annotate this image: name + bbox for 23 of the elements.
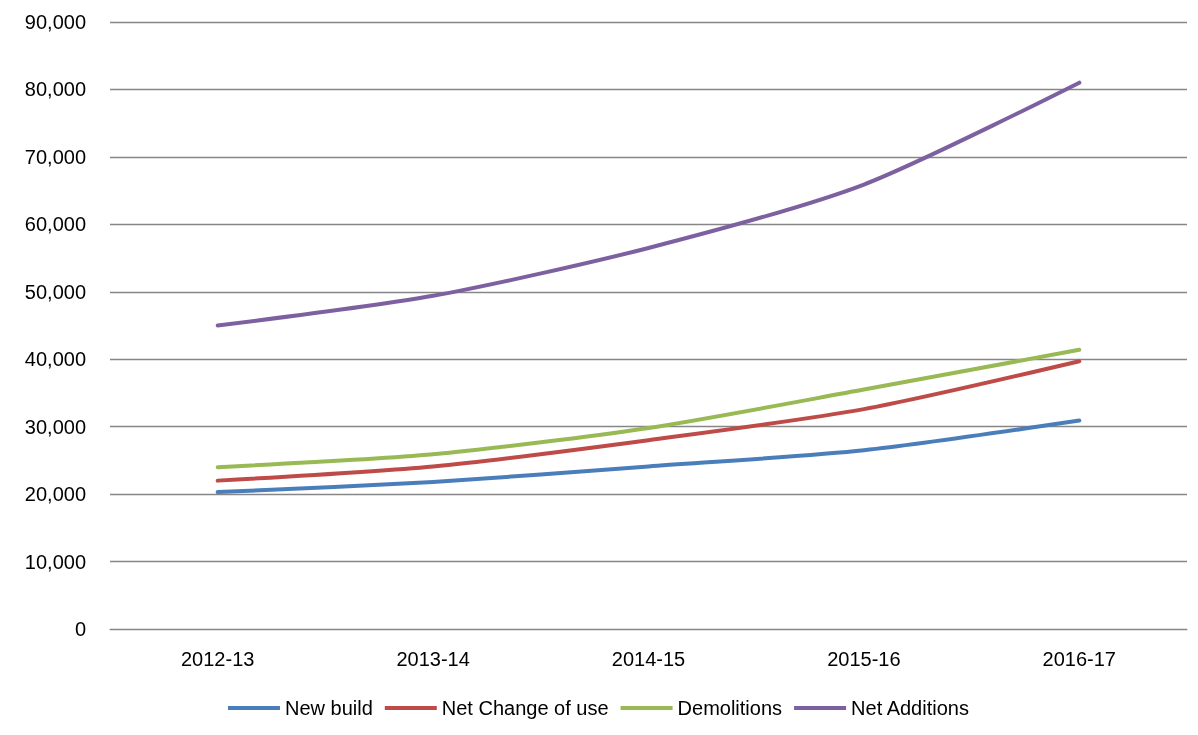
legend-label: Demolitions	[677, 697, 783, 719]
y-tick-label: 50,000	[24, 280, 86, 303]
x-tick-label: 2014-15	[611, 648, 686, 670]
legend-label: Net Additions	[851, 697, 969, 719]
y-tick-label: 60,000	[24, 213, 86, 236]
line-series	[215, 418, 1082, 495]
line-series	[215, 359, 1082, 483]
y-tick-label: 0	[74, 618, 86, 640]
y-tick-label: 20,000	[24, 483, 86, 506]
x-tick-label: 2013-14	[396, 648, 470, 670]
line-series	[215, 80, 1082, 328]
y-tick-label: 80,000	[24, 78, 86, 101]
x-tick-label: 2016-17	[1042, 648, 1116, 670]
legend-label: New build	[284, 697, 373, 719]
x-tick-label: 2015-16	[827, 648, 901, 670]
y-tick-label: 70,000	[24, 145, 86, 168]
y-tick-label: 90,000	[24, 11, 86, 33]
legend-label: Net Change of use	[441, 697, 609, 719]
line-series	[215, 347, 1082, 470]
y-tick-label: 40,000	[24, 348, 86, 371]
y-tick-label: 10,000	[24, 550, 86, 573]
x-tick-label: 2012-13	[181, 648, 255, 670]
y-tick-label: 30,000	[24, 415, 86, 438]
